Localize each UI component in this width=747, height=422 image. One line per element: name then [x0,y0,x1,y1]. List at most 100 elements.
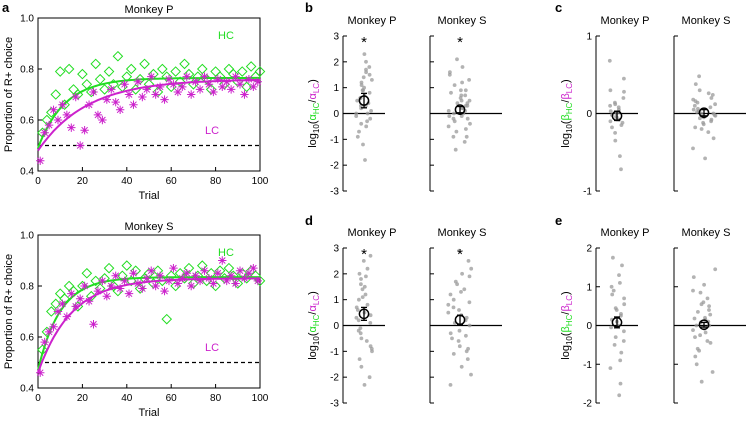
data-point-hc [223,63,235,75]
data-point [694,362,699,367]
data-point-lc [218,82,227,92]
y-tick-label: 0.6 [20,116,34,127]
data-point-lc [98,115,107,125]
y-tick-label: 1 [333,295,339,306]
panel-b: -3 -2 -1 0 1 2 3 Monkey P * Monkey S * log10(αHC/αL… [305,0,502,198]
data-point [361,259,366,263]
data-point [468,121,472,126]
data-point-lc [178,274,187,283]
axes-box [37,17,261,172]
chart-title: Monkey P [125,4,174,16]
data-point-lc [107,281,116,291]
data-point [369,109,373,113]
data-point-lc [186,90,196,99]
data-point [448,70,452,75]
series-hc [37,260,266,371]
data-point-hc [210,66,221,77]
data-point-lc [209,279,218,288]
data-point [370,78,374,82]
data-point [618,281,622,285]
data-point [446,302,451,307]
y-tick-label: -1 [583,360,592,371]
data-point-lc [120,276,129,286]
data-point-lc [138,92,147,102]
data-point [705,296,710,301]
data-point [457,328,462,333]
data-point [365,119,369,124]
data-point-lc [204,80,214,89]
data-point [368,313,373,318]
data-point [707,308,711,312]
data-point [701,300,706,305]
data-point [459,88,463,93]
data-point-hc [179,58,190,70]
y-tick-label: 0 [333,321,339,332]
data-point [453,147,458,152]
data-point-lc [107,85,116,94]
data-point-lc [111,271,120,280]
data-point-lc [75,294,85,303]
data-point [367,65,372,69]
group-monkey-p: -1 0 1 Monkey P [583,15,649,198]
data-point [697,74,701,79]
data-point-lc [115,284,125,293]
data-point [453,279,458,284]
data-point [619,312,623,316]
data-point [354,111,359,116]
data-point [459,364,464,369]
data-point [360,295,365,299]
data-point-lc [253,77,262,86]
data-point [691,146,695,151]
data-point [355,134,360,139]
data-point [459,290,463,294]
data-point [691,288,695,293]
data-point-lc [129,269,138,278]
y-tick-label: 1 [333,83,339,94]
legend-hc: HC [218,30,234,42]
y-tick-label: 0.4 [20,167,34,178]
data-point [359,364,364,369]
data-point [608,103,612,108]
data-point [455,57,459,62]
y-tick-label: -2 [583,399,592,410]
data-point-lc [160,286,169,296]
data-point-hc [254,66,266,77]
group-monkey-s: Monkey S [673,15,746,192]
data-point [467,98,472,103]
mean-marker [611,110,623,122]
data-point [457,308,461,312]
data-point [691,275,696,279]
data-point [703,330,708,335]
data-point [621,96,626,100]
data-point-lc [182,269,191,278]
data-point [368,253,373,258]
data-point [707,304,711,308]
data-point [451,134,456,139]
data-point [616,105,621,110]
data-point [619,350,624,355]
x-tick-label: 80 [210,393,222,404]
data-point-lc [71,302,80,311]
data-point-hc [223,262,235,274]
fit-curve-lc [37,277,260,374]
data-point-hc [50,298,62,310]
data-point-lc [115,105,125,114]
data-point [622,76,626,81]
data-point-lc [155,82,165,92]
data-point [619,123,624,127]
group-monkey-p: -3 -2 -1 0 1 2 3 Monkey P * [330,227,396,410]
significance-marker: * [361,34,367,51]
data-point [698,290,703,295]
data-point [466,259,471,263]
data-point [356,318,361,323]
data-point [463,88,468,93]
data-point [367,90,372,95]
series-hc [37,50,266,149]
y-axis-label: log10(βHC/βLC) [560,291,574,359]
panel-label: b [305,0,313,15]
data-point-lc [142,85,151,94]
x-tick-label: 20 [77,176,89,187]
data-point-lc [40,337,49,347]
data-point [692,103,697,108]
